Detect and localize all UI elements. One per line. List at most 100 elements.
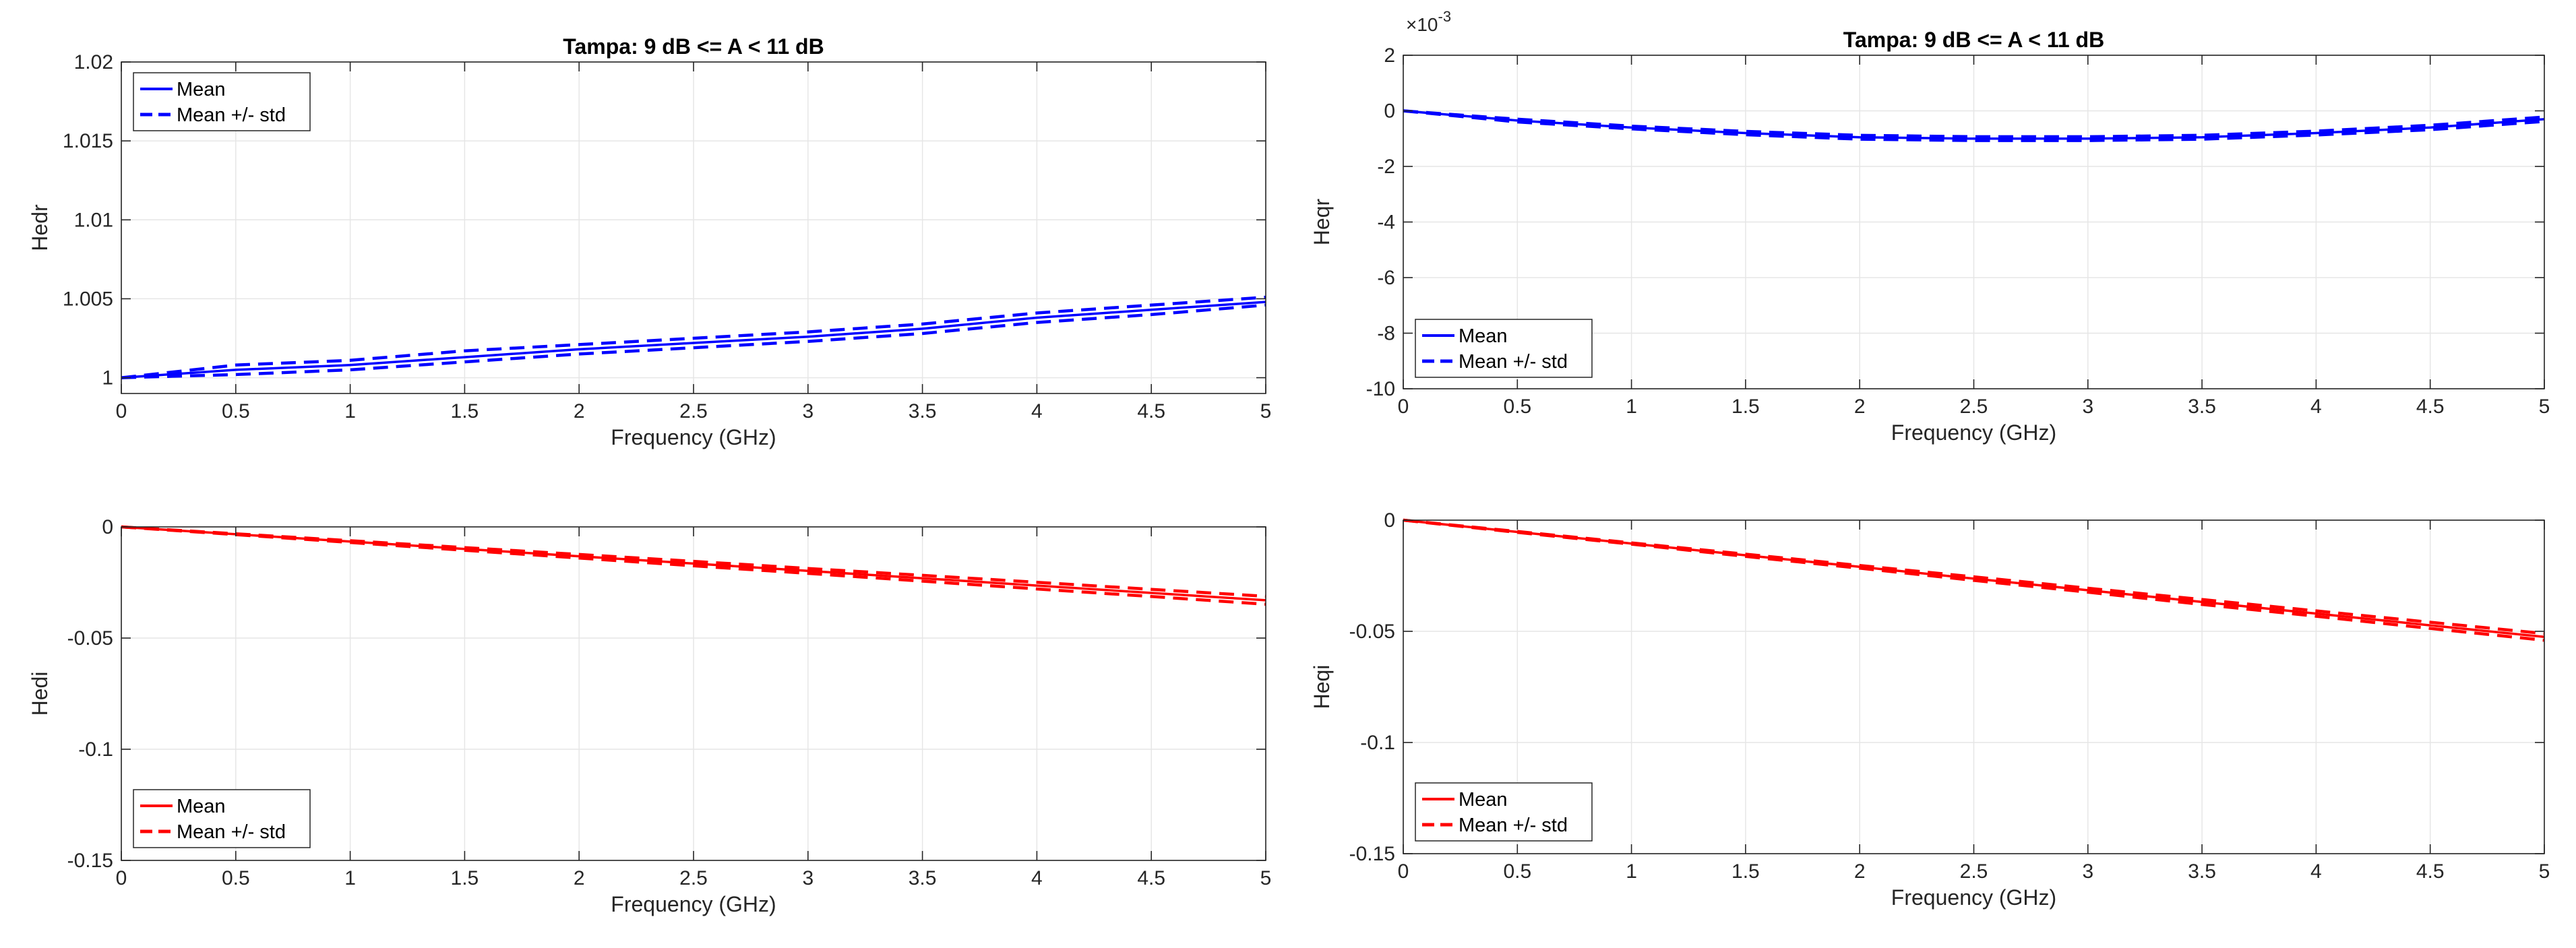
x-tick-label: 1.5: [1731, 396, 1760, 418]
axis-exponent-label: ×10-3: [1406, 8, 1451, 35]
legend-label-std: Mean +/- std: [1459, 351, 1568, 373]
series-line-mean-plus-std: [121, 295, 1266, 379]
y-tick-label: -4: [1377, 212, 1395, 234]
x-tick-label: 2.5: [1960, 860, 1988, 883]
legend: Mean Mean +/- std: [1415, 319, 1593, 378]
y-tick-label: 1.01: [74, 209, 113, 231]
legend-label-mean: Mean: [1459, 789, 1508, 811]
y-tick-label: -0.1: [78, 738, 113, 761]
x-tick-label: 4.5: [1137, 400, 1165, 422]
x-tick-label: 4: [1031, 400, 1043, 422]
series-line-mean-plus-std: [1403, 109, 2545, 139]
legend: Mean Mean +/- std: [133, 72, 311, 131]
x-tick-label: 0.5: [222, 400, 250, 422]
x-tick-label: 0.5: [222, 867, 250, 889]
x-tick-label: 0: [1398, 860, 1409, 883]
x-tick-label: 3: [2082, 860, 2093, 883]
x-axis-label: Frequency (GHz): [611, 892, 776, 916]
x-tick-label: 1: [1626, 860, 1637, 883]
y-tick-label: 0: [1384, 100, 1395, 123]
x-tick-label: 1: [344, 867, 356, 889]
legend-label-mean: Mean: [177, 79, 226, 100]
y-tick-label: 1: [102, 367, 113, 389]
x-tick-label: 5: [1260, 867, 1272, 889]
x-tick-label: 3.5: [909, 400, 937, 422]
x-tick-label: 0.5: [1503, 396, 1531, 418]
y-tick-label: -2: [1377, 156, 1395, 178]
y-axis-label: Hedi: [28, 672, 52, 716]
x-tick-label: 2.5: [679, 400, 708, 422]
legend-label-mean: Mean: [177, 796, 226, 817]
legend: Mean Mean +/- std: [1415, 782, 1593, 842]
y-tick-label: 1.015: [63, 130, 113, 152]
chart-title: Tampa: 9 dB <= A < 11 dB: [1843, 28, 2104, 52]
x-tick-label: 3: [802, 867, 814, 889]
chart-hedr: 0 0.5 1 1.5 2 2.5 3 3.5 4 4.5 5 1 1.005 1.01 1.015 1.02…: [28, 34, 1271, 449]
x-tick-label: 0: [116, 400, 127, 422]
legend-label-mean: Mean: [1459, 325, 1508, 347]
x-tick-label: 2: [1854, 860, 1866, 883]
x-tick-label: 3: [2082, 396, 2093, 418]
legend-box: [133, 789, 311, 848]
chart-title: Tampa: 9 dB <= A < 11 dB: [563, 34, 824, 59]
x-tick-label: 4.5: [1137, 867, 1165, 889]
x-tick-label: 1.5: [451, 867, 479, 889]
x-tick-label: 3: [802, 400, 814, 422]
x-axis-label: Frequency (GHz): [1891, 885, 2056, 910]
x-tick-label: 1.5: [451, 400, 479, 422]
y-tick-label: -0.15: [67, 850, 113, 872]
x-tick-label: 0: [116, 867, 127, 889]
x-tick-label: 4.5: [2416, 860, 2445, 883]
y-tick-label: -0.15: [1349, 843, 1395, 865]
x-tick-label: 5: [2539, 860, 2550, 883]
legend: Mean Mean +/- std: [133, 789, 311, 848]
x-axis-label: Frequency (GHz): [611, 425, 776, 449]
x-tick-label: 3.5: [909, 867, 937, 889]
x-tick-label: 3.5: [2188, 860, 2216, 883]
legend-box: [1415, 319, 1593, 378]
x-tick-label: 4: [2310, 860, 2322, 883]
series-line-mean-minus-std: [121, 303, 1266, 379]
y-tick-label: 0: [1384, 509, 1395, 532]
x-tick-label: 5: [1260, 400, 1272, 422]
x-tick-label: 2: [1854, 396, 1866, 418]
y-tick-label: -0.1: [1360, 732, 1395, 754]
y-axis-label: Hedr: [28, 204, 52, 251]
y-tick-label: 1.005: [63, 288, 113, 310]
series-line-mean: [121, 301, 1266, 379]
chart-heqr: 0 0.5 1 1.5 2 2.5 3 3.5 4 4.5 5 2 0 -2 -4 -6 -8 -10 ×10-3 T…: [1310, 8, 2550, 445]
legend-label-std: Mean +/- std: [1459, 815, 1568, 836]
legend-box: [1415, 782, 1593, 842]
legend-box: [133, 72, 311, 131]
y-tick-label: 0: [102, 516, 113, 538]
x-tick-label: 0.5: [1503, 860, 1531, 883]
y-tick-label: -0.05: [1349, 621, 1395, 643]
x-tick-label: 2.5: [679, 867, 708, 889]
legend-label-std: Mean +/- std: [177, 821, 286, 843]
y-tick-label: -8: [1377, 323, 1395, 345]
x-tick-label: 4: [1031, 867, 1043, 889]
legend-label-std: Mean +/- std: [177, 104, 286, 126]
x-tick-label: 0: [1398, 396, 1409, 418]
x-tick-label: 3.5: [2188, 396, 2216, 418]
x-tick-label: 2: [574, 400, 585, 422]
series-line-mean-minus-std: [1403, 518, 2545, 642]
y-axis-label: Heqr: [1310, 198, 1334, 245]
x-tick-label: 1.5: [1731, 860, 1760, 883]
y-tick-label: -0.05: [67, 627, 113, 650]
series-line-mean-minus-std: [121, 525, 1266, 606]
x-axis-label: Frequency (GHz): [1891, 420, 2056, 445]
y-tick-label: 2: [1384, 44, 1395, 67]
chart-heqi: 0 0.5 1 1.5 2 2.5 3 3.5 4 4.5 5 0 -0.05 -0.1 -0.15 Freq…: [1310, 509, 2550, 910]
y-tick-label: -10: [1366, 378, 1395, 400]
y-tick-label: -6: [1377, 267, 1395, 289]
x-tick-label: 4.5: [2416, 396, 2445, 418]
x-tick-label: 2.5: [1960, 396, 1988, 418]
x-tick-label: 1: [344, 400, 356, 422]
x-tick-label: 1: [1626, 396, 1637, 418]
x-tick-label: 2: [574, 867, 585, 889]
y-axis-label: Heqi: [1310, 665, 1334, 709]
series-line-mean-minus-std: [1403, 109, 2545, 142]
x-tick-label: 4: [2310, 396, 2322, 418]
